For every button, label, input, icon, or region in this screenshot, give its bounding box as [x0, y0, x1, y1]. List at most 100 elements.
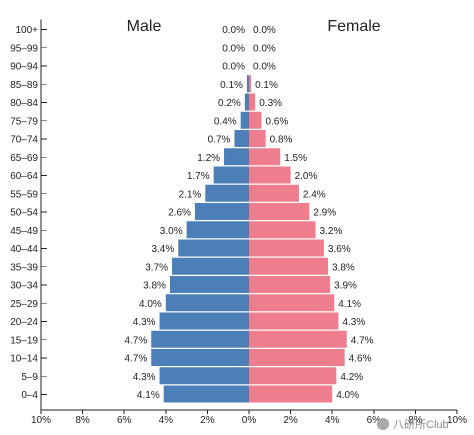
- age-group-label: 80–84: [10, 98, 38, 109]
- male-data-label: 3.7%: [145, 262, 168, 273]
- age-group-label: 100+: [15, 25, 38, 36]
- male-data-label: 0.7%: [208, 135, 231, 146]
- x-axis-tick-label: 10%: [31, 415, 51, 426]
- age-group-label: 10–14: [10, 354, 38, 365]
- male-data-label: 0.4%: [214, 116, 237, 127]
- female-bar: [249, 276, 331, 293]
- male-bar: [151, 349, 249, 366]
- female-data-label: 2.4%: [303, 189, 326, 200]
- female-data-label: 4.2%: [340, 372, 363, 383]
- age-group-label: 75–79: [10, 116, 38, 127]
- x-axis-tick-label: 4%: [159, 415, 174, 426]
- female-series-label: Female: [327, 18, 380, 35]
- female-data-label: 0.0%: [253, 62, 276, 73]
- female-data-label: 2.9%: [313, 208, 336, 219]
- age-group-label: 25–29: [10, 299, 38, 310]
- male-bar: [159, 367, 249, 385]
- female-data-label: 4.7%: [351, 335, 374, 346]
- male-data-label: 1.7%: [187, 171, 210, 182]
- x-axis-tick-label: 8%: [408, 415, 423, 426]
- female-bar: [249, 221, 316, 239]
- female-bar: [249, 367, 337, 385]
- x-axis-tick-label: 6%: [367, 415, 382, 426]
- age-group-label: 45–49: [10, 226, 38, 237]
- male-data-label: 3.8%: [143, 281, 166, 292]
- female-bar: [249, 75, 252, 93]
- female-bar: [249, 166, 291, 184]
- female-bar: [249, 312, 339, 330]
- male-bar: [246, 75, 249, 93]
- male-data-label: 0.0%: [222, 62, 245, 73]
- female-data-label: 2.0%: [295, 171, 318, 182]
- x-axis-tick-label: 2%: [200, 415, 215, 426]
- male-data-label: 2.6%: [168, 208, 191, 219]
- age-group-label: 55–59: [10, 189, 38, 200]
- age-group-label: 5–9: [21, 372, 38, 383]
- male-bar: [186, 221, 249, 239]
- male-data-label: 4.7%: [124, 335, 147, 346]
- male-data-label: 3.4%: [151, 244, 174, 255]
- male-bar: [234, 130, 249, 147]
- male-bar: [224, 148, 249, 166]
- female-bar: [249, 184, 299, 202]
- female-data-label: 4.0%: [336, 390, 359, 401]
- female-bar: [249, 294, 335, 312]
- female-bar: [249, 349, 345, 366]
- female-data-label: 3.9%: [334, 281, 357, 292]
- labels-layer: 0.0% 0.0% 100+ 0.0% 0.0% 95–99 0.0% 0.0% 90–94 0.…: [10, 19, 467, 426]
- age-group-label: 85–89: [10, 80, 38, 91]
- female-bar: [249, 203, 310, 220]
- male-bar: [205, 184, 249, 202]
- male-data-label: 3.0%: [160, 226, 183, 237]
- age-group-label: 30–34: [10, 281, 38, 292]
- male-bar: [213, 166, 249, 184]
- x-axis-tick-label: 10%: [447, 415, 467, 426]
- female-data-label: 4.3%: [342, 317, 365, 328]
- male-bar: [178, 239, 249, 257]
- female-data-label: 3.6%: [328, 244, 351, 255]
- female-data-label: 4.1%: [338, 299, 361, 310]
- watermark-icon: [377, 418, 389, 430]
- age-group-label: 0–4: [21, 390, 38, 401]
- male-bar: [163, 385, 249, 403]
- male-data-label: 4.1%: [137, 390, 160, 401]
- x-axis-tick-label: 4%: [325, 415, 340, 426]
- female-bar: [249, 257, 329, 275]
- age-group-label: 50–54: [10, 208, 38, 219]
- female-bar: [249, 148, 281, 166]
- female-bar: [249, 130, 266, 147]
- female-data-label: 0.6%: [265, 116, 288, 127]
- male-bar: [165, 294, 249, 312]
- female-data-label: 0.0%: [253, 25, 276, 36]
- watermark: 八研所Club: [377, 418, 449, 431]
- watermark-text: 八研所Club: [393, 418, 449, 431]
- male-bar: [151, 330, 249, 348]
- female-data-label: 0.8%: [270, 135, 293, 146]
- male-data-label: 2.1%: [179, 189, 202, 200]
- male-series-label: Male: [127, 18, 162, 35]
- female-bar: [249, 330, 347, 348]
- age-group-label: 35–39: [10, 262, 38, 273]
- female-bar: [249, 239, 324, 257]
- male-data-label: 4.0%: [139, 299, 162, 310]
- age-group-label: 90–94: [10, 62, 38, 73]
- x-axis-tick-label: 6%: [117, 415, 132, 426]
- male-bar: [172, 257, 249, 275]
- age-group-label: 60–64: [10, 171, 38, 182]
- male-bar: [169, 276, 249, 293]
- male-data-label: 4.7%: [124, 354, 147, 365]
- male-data-label: 0.1%: [220, 80, 243, 91]
- x-axis-tick-label: 2%: [283, 415, 298, 426]
- female-bar: [249, 93, 256, 111]
- female-data-label: 3.8%: [332, 262, 355, 273]
- age-group-label: 20–24: [10, 317, 38, 328]
- age-group-label: 15–19: [10, 335, 38, 346]
- x-axis-tick-label: 0%: [242, 415, 257, 426]
- age-group-label: 95–99: [10, 43, 38, 54]
- age-group-label: 70–74: [10, 135, 38, 146]
- female-data-label: 1.5%: [284, 153, 307, 164]
- male-data-label: 1.2%: [197, 153, 220, 164]
- male-data-label: 0.0%: [222, 43, 245, 54]
- x-axis-tick-label: 8%: [75, 415, 90, 426]
- female-data-label: 0.0%: [253, 43, 276, 54]
